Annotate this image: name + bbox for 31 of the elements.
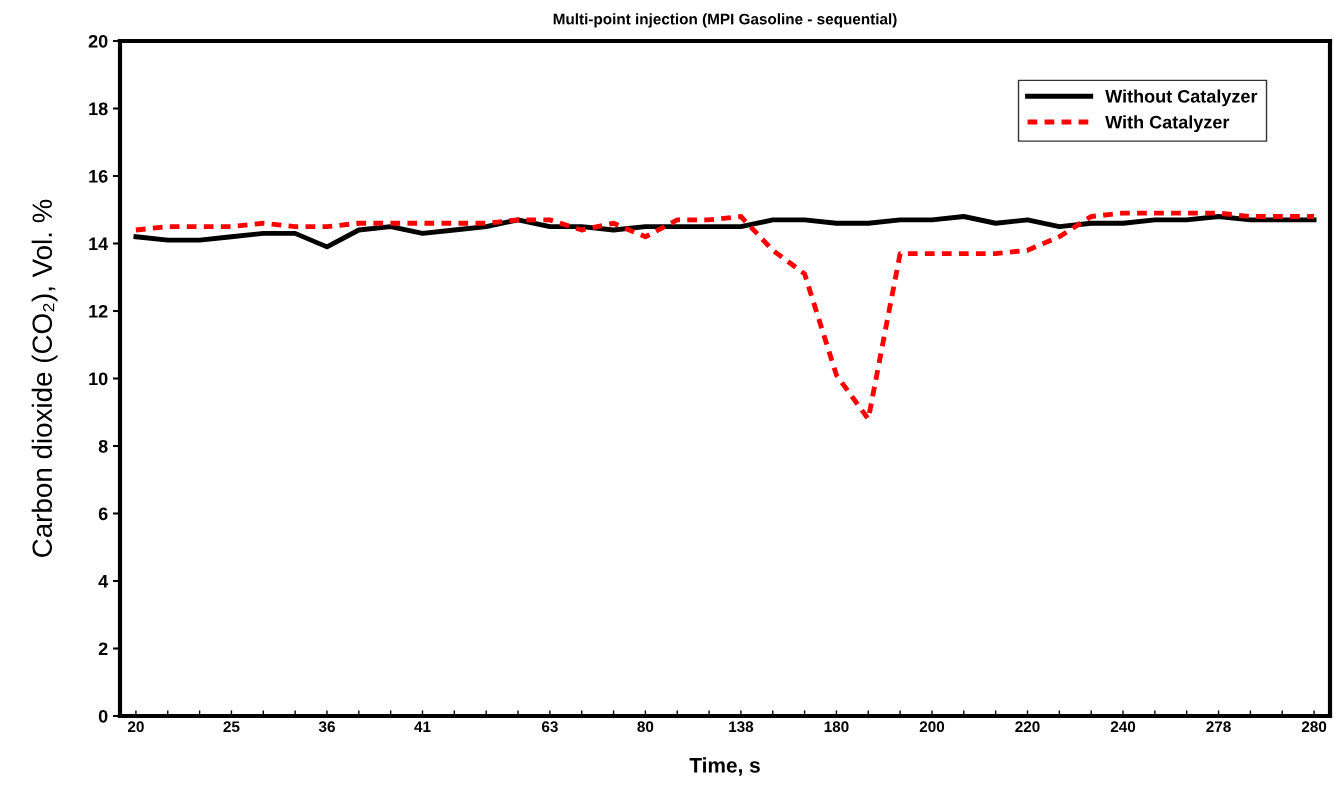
x-tick-label: 220 xyxy=(1015,721,1040,733)
x-axis-title: Time, s xyxy=(689,757,760,776)
x-tick-label: 63 xyxy=(541,721,558,733)
x-tick-label: 138 xyxy=(729,721,754,733)
y-tick-label: 6 xyxy=(98,507,108,521)
y-tick-label: 20 xyxy=(88,34,108,48)
y-axis-title: Carbon dioxide (CO₂), Vol. % xyxy=(31,199,58,557)
x-tick-label: 200 xyxy=(919,721,945,733)
y-tick-label: 2 xyxy=(98,642,108,656)
x-tick-label: 20 xyxy=(127,721,144,733)
y-tick-label: 4 xyxy=(98,575,109,588)
y-tick-label: 10 xyxy=(89,372,108,386)
y-tick-label: 16 xyxy=(89,169,108,183)
line-series xyxy=(133,210,1317,422)
x-tick-label: 41 xyxy=(414,721,431,732)
y-tick-label: 12 xyxy=(89,304,108,318)
chart-title: Multi-point injection (MPI Gasoline - sequential) xyxy=(553,13,897,28)
y-tick-label: 8 xyxy=(98,439,108,453)
x-tick-label: 280 xyxy=(1301,721,1327,733)
x-tick-label: 240 xyxy=(1110,721,1136,733)
x-tick-label: 36 xyxy=(318,721,335,733)
y-tick-label: 14 xyxy=(89,237,109,251)
x-tick-label: 25 xyxy=(223,721,240,733)
legend-label: With Catalyzer xyxy=(1105,115,1230,133)
line-series xyxy=(133,214,1317,250)
x-tick-label: 278 xyxy=(1206,721,1231,733)
x-tick-label: 180 xyxy=(824,721,849,733)
x-tick-label: 80 xyxy=(637,721,654,733)
legend-label: Without Catalyzer xyxy=(1105,89,1258,107)
y-tick-label: 0 xyxy=(98,709,108,723)
y-tick-label: 18 xyxy=(89,102,108,116)
